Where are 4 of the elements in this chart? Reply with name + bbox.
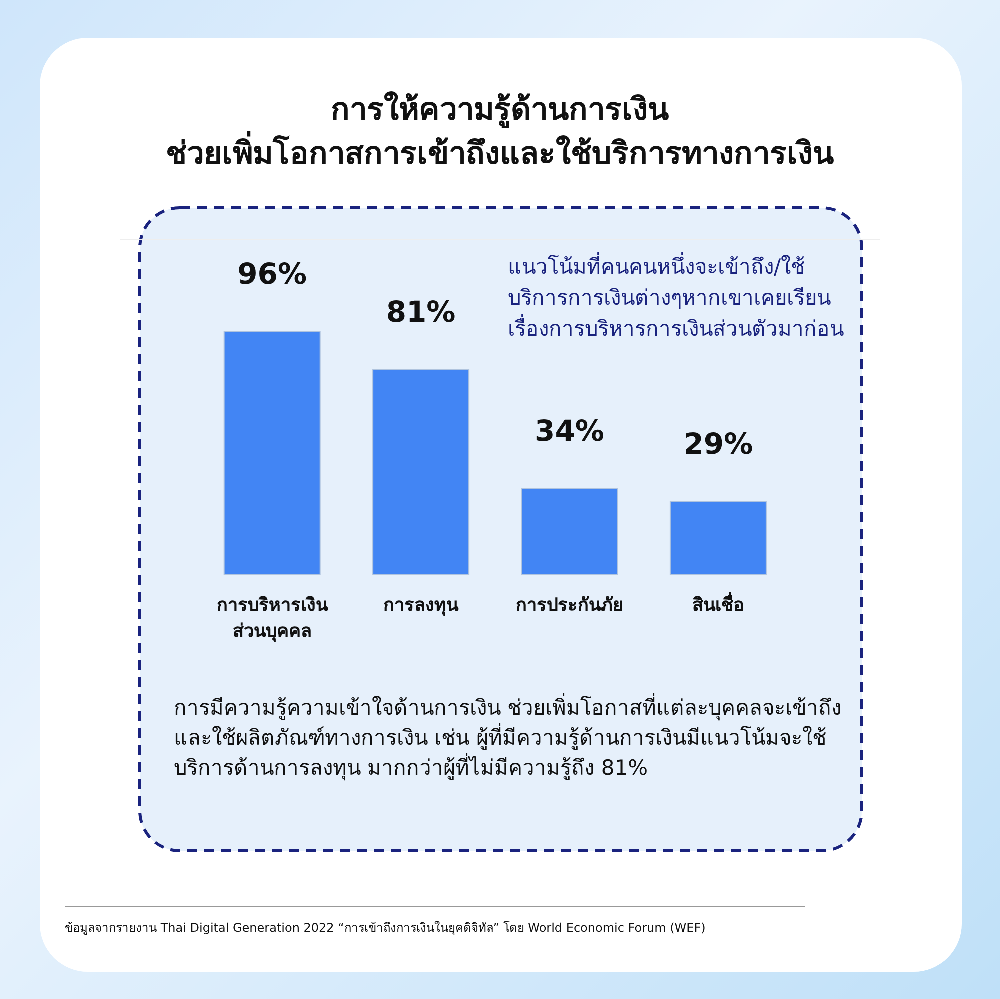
annotation: แนวโน้มที่คนคนหนึ่งจะเข้าถึง/ใช้บริการการเงินต่างๆหากเขาเคยเรียนเรื่องการบริหารการเงินส่วนตัวมาก่อน	[508, 252, 848, 345]
annotation: ข้อมูลจากรายงาน Thai Digital Generation 2022 “การเข้าถึงการเงินในยุคดิจิทัล” โดย World Economic Forum (WEF)	[65, 920, 707, 937]
title: การให้ความรู้ด้านการเงิน ช่วยเพิ่มโอกาสการเข้าถึงและใช้บริการทางการเงิน	[165, 90, 835, 174]
annotation: การมีความรู้ความเข้าใจด้านการเงิน ช่วยเพิ่มโอกาสที่แต่ละบุคคลจะเข้าถึงและใช้ผลิตภัณฑ์ทางการเงิน เช่น ผู้ที่มีความรู้ด้านการเงินมีแนวโน้มจะใช้บริการด้านการลงทุน มากกว่าผู้ที่ไม่มีความรู้ถึง 81%	[174, 693, 854, 783]
